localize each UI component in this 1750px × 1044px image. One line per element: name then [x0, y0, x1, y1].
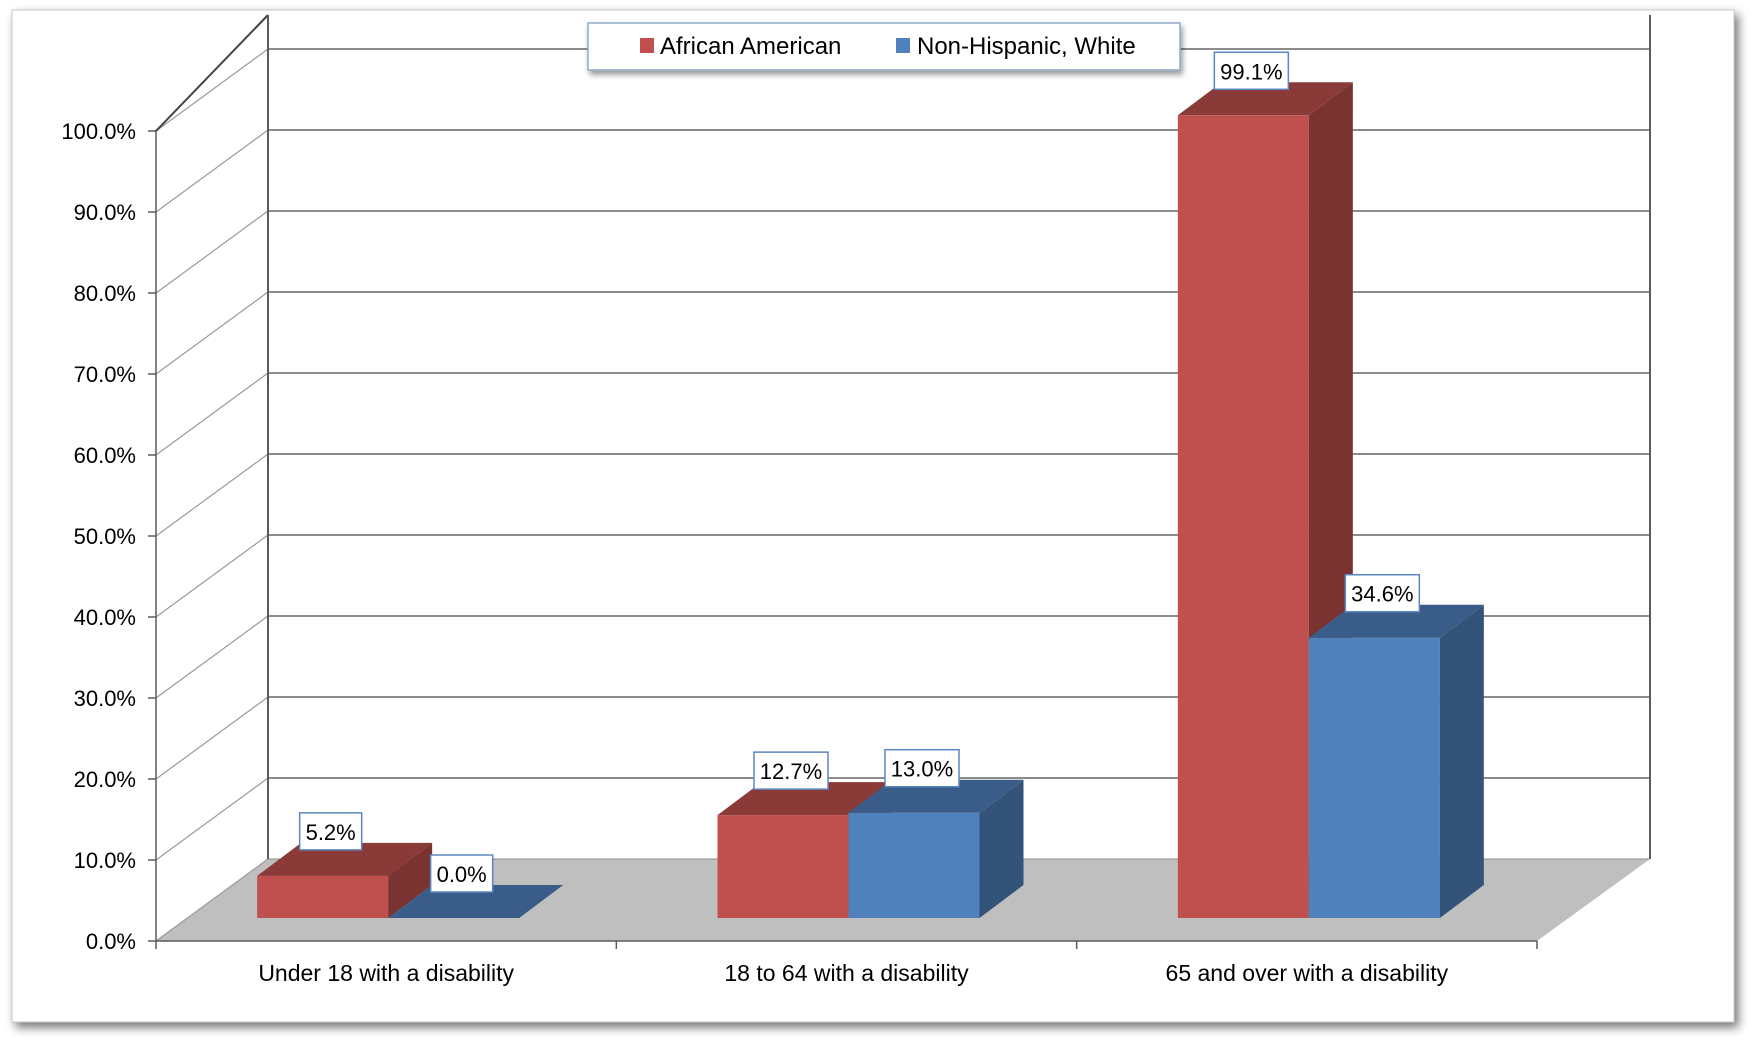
y-tick-label: 0.0%	[86, 929, 136, 954]
legend-label-african-american: African American	[660, 33, 841, 60]
bar-side	[1439, 604, 1484, 918]
side-wall-line	[155, 858, 269, 942]
x-category-label: 65 and over with a disability	[1166, 960, 1449, 986]
data-label-box	[429, 854, 494, 893]
y-tick-label: 100.0%	[61, 119, 136, 144]
y-tick-label: 40.0%	[74, 605, 136, 630]
side-wall-line	[155, 615, 269, 699]
bar-side	[388, 842, 433, 918]
y-tick-label: 20.0%	[74, 767, 136, 792]
data-label-box	[884, 748, 960, 788]
side-wall-line	[155, 777, 269, 861]
y-tick-label: 70.0%	[74, 362, 136, 387]
data-label-box	[753, 751, 829, 790]
bar-top	[257, 842, 433, 876]
data-label: 12.7%	[760, 759, 822, 784]
bar-top	[1308, 604, 1484, 638]
y-tick-label: 10.0%	[74, 848, 136, 873]
side-wall-line	[155, 453, 269, 537]
side-wall-line	[155, 372, 269, 456]
bar-top	[717, 782, 893, 816]
side-wall-line	[155, 534, 269, 618]
y-tick-label: 60.0%	[74, 443, 136, 468]
legend: African American Non-Hispanic, White	[587, 22, 1181, 71]
y-tick-label: 50.0%	[74, 524, 136, 549]
side-wall-line	[155, 696, 269, 780]
y-tick-label: 90.0%	[74, 200, 136, 225]
bar-front	[1308, 637, 1440, 918]
side-wall-line	[155, 291, 269, 375]
bar-front	[1177, 115, 1309, 919]
y-tick-label: 30.0%	[74, 686, 136, 711]
side-wall-top-edge	[155, 14, 269, 132]
side-wall-line	[155, 48, 269, 132]
x-category-label: 18 to 64 with a disability	[724, 960, 969, 986]
data-label: 0.0%	[437, 862, 487, 887]
bar-front	[848, 812, 980, 918]
data-label: 5.2%	[306, 820, 356, 845]
bar-top	[388, 885, 564, 918]
plot-area: 0.0% 10.0% 20.0% 30.0% 40.0% 50.0% 60.0% 70.0% 8…	[61, 14, 1651, 986]
data-label: 13.0%	[891, 757, 953, 782]
data-label: 34.6%	[1351, 582, 1413, 607]
bar-side	[979, 779, 1024, 918]
x-category-label: Under 18 with a disability	[258, 960, 514, 986]
data-label: 99.1%	[1220, 59, 1282, 84]
legend-swatch-non-hispanic-white	[896, 38, 910, 53]
bar-front	[257, 875, 389, 918]
bar-front	[717, 815, 849, 918]
side-wall-line	[155, 210, 269, 294]
legend-box	[587, 22, 1181, 71]
legend-swatch-african-american	[640, 38, 654, 53]
bar-top	[1177, 82, 1353, 116]
data-label-box	[1213, 51, 1290, 91]
data-label-box	[1344, 573, 1421, 613]
legend-label-non-hispanic-white: Non-Hispanic, White	[917, 33, 1136, 60]
data-label-box	[298, 812, 363, 851]
bar-top	[848, 779, 1024, 813]
y-tick-label: 80.0%	[74, 281, 136, 306]
side-wall-line	[155, 129, 269, 213]
